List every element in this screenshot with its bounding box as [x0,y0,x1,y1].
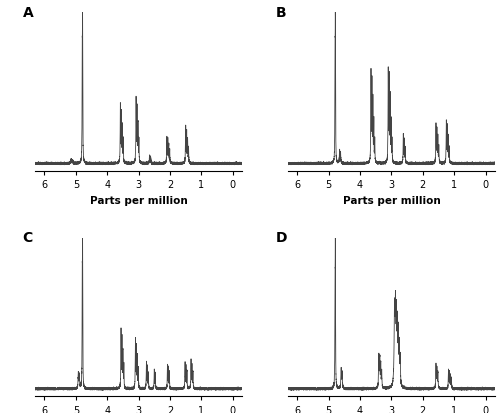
Text: D: D [276,231,287,245]
Text: B: B [276,6,286,20]
Text: A: A [22,6,34,20]
X-axis label: Parts per million: Parts per million [90,196,188,206]
Text: C: C [22,231,33,245]
X-axis label: Parts per million: Parts per million [342,196,440,206]
